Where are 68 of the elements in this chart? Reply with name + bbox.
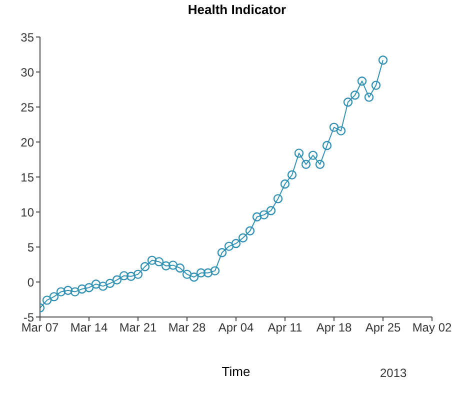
- point: [140, 262, 150, 272]
- y-tick-label: 20: [20, 135, 34, 150]
- point: [161, 261, 171, 270]
- y-tick-label: 5: [27, 240, 34, 254]
- point: [210, 266, 220, 276]
- x-tick-label: Apr 25: [365, 320, 401, 335]
- x-axis-title: Time: [222, 364, 250, 379]
- point: [343, 98, 353, 107]
- point: [315, 160, 325, 169]
- point: [98, 282, 108, 291]
- point: [133, 270, 143, 279]
- point: [63, 286, 73, 295]
- point: [273, 194, 283, 204]
- point: [175, 263, 185, 273]
- point: [196, 268, 206, 278]
- point: [203, 268, 213, 278]
- y-tick-label: 10: [20, 205, 34, 220]
- y-tick-label: 0: [27, 275, 34, 290]
- point: [252, 212, 262, 222]
- y-tick-label: 30: [20, 65, 34, 80]
- point: [189, 272, 199, 282]
- x-tick-label: Apr 04: [218, 320, 254, 335]
- point: [168, 260, 178, 270]
- x-tick-label: Mar 14: [70, 320, 108, 335]
- point: [378, 56, 388, 65]
- x-tick-label: Apr 11: [268, 320, 303, 335]
- y-tick-label: 15: [20, 170, 34, 184]
- point: [217, 248, 227, 258]
- point: [308, 150, 318, 160]
- point: [266, 206, 276, 216]
- point: [357, 76, 367, 86]
- point: [182, 270, 192, 279]
- y-tick-label: 35: [20, 30, 34, 44]
- point: [119, 271, 129, 280]
- x-tick-label: Mar 28: [168, 320, 206, 335]
- point: [336, 126, 346, 136]
- point: [112, 275, 122, 284]
- y-tick-label: 25: [20, 100, 34, 114]
- point: [154, 257, 164, 266]
- point: [84, 283, 94, 292]
- point: [224, 242, 234, 251]
- point: [70, 287, 80, 296]
- point: [231, 238, 241, 248]
- x-tick-label: May 02: [412, 320, 452, 335]
- point: [259, 210, 269, 220]
- point: [105, 278, 115, 288]
- point: [126, 272, 136, 281]
- point: [56, 287, 66, 296]
- point: [329, 122, 339, 132]
- point: [294, 148, 304, 158]
- chart-title: Health Indicator: [186, 2, 288, 17]
- text: 2013: [380, 366, 407, 380]
- point: [322, 140, 332, 150]
- point: [364, 92, 374, 102]
- point: [77, 284, 87, 294]
- x-tick-label: Mar 21: [119, 320, 157, 335]
- point: [49, 292, 59, 302]
- point: [301, 160, 311, 169]
- point: [42, 296, 52, 305]
- point: [91, 280, 101, 289]
- point: [280, 179, 290, 189]
- point: [287, 170, 297, 180]
- point: [371, 80, 381, 90]
- x-tick-label: Apr 18: [316, 320, 352, 335]
- point: [350, 90, 360, 100]
- point: [245, 226, 255, 236]
- point: [147, 256, 157, 265]
- point: [238, 233, 248, 242]
